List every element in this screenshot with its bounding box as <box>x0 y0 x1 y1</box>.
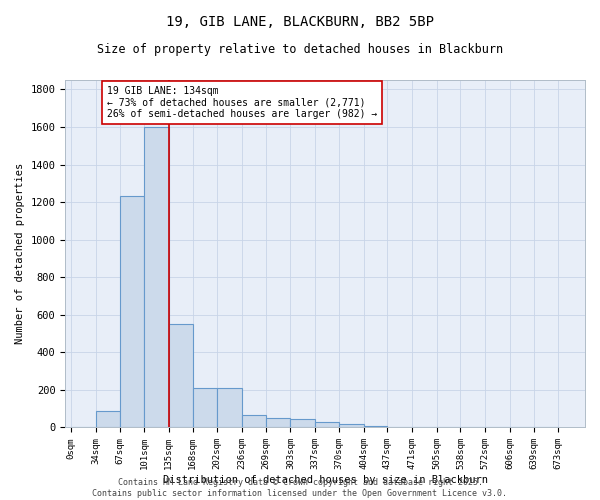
Bar <box>169 324 193 428</box>
Bar <box>364 426 388 428</box>
Bar <box>388 426 412 428</box>
Bar <box>242 416 266 428</box>
Bar <box>266 418 290 428</box>
Bar <box>95 410 119 428</box>
Text: Size of property relative to detached houses in Blackburn: Size of property relative to detached ho… <box>97 42 503 56</box>
Bar <box>412 426 437 428</box>
Bar <box>144 127 169 428</box>
Bar <box>290 419 315 428</box>
Y-axis label: Number of detached properties: Number of detached properties <box>15 163 25 344</box>
Bar <box>193 388 217 428</box>
Bar <box>217 388 242 428</box>
Text: 19 GIB LANE: 134sqm
← 73% of detached houses are smaller (2,771)
26% of semi-det: 19 GIB LANE: 134sqm ← 73% of detached ho… <box>107 86 377 119</box>
Bar <box>437 426 460 428</box>
Bar <box>460 427 485 428</box>
Text: 19, GIB LANE, BLACKBURN, BB2 5BP: 19, GIB LANE, BLACKBURN, BB2 5BP <box>166 15 434 29</box>
Text: Contains HM Land Registry data © Crown copyright and database right 2025.
Contai: Contains HM Land Registry data © Crown c… <box>92 478 508 498</box>
X-axis label: Distribution of detached houses by size in Blackburn: Distribution of detached houses by size … <box>163 475 488 485</box>
Bar <box>339 424 364 428</box>
Bar <box>315 422 339 428</box>
Bar <box>119 196 144 428</box>
